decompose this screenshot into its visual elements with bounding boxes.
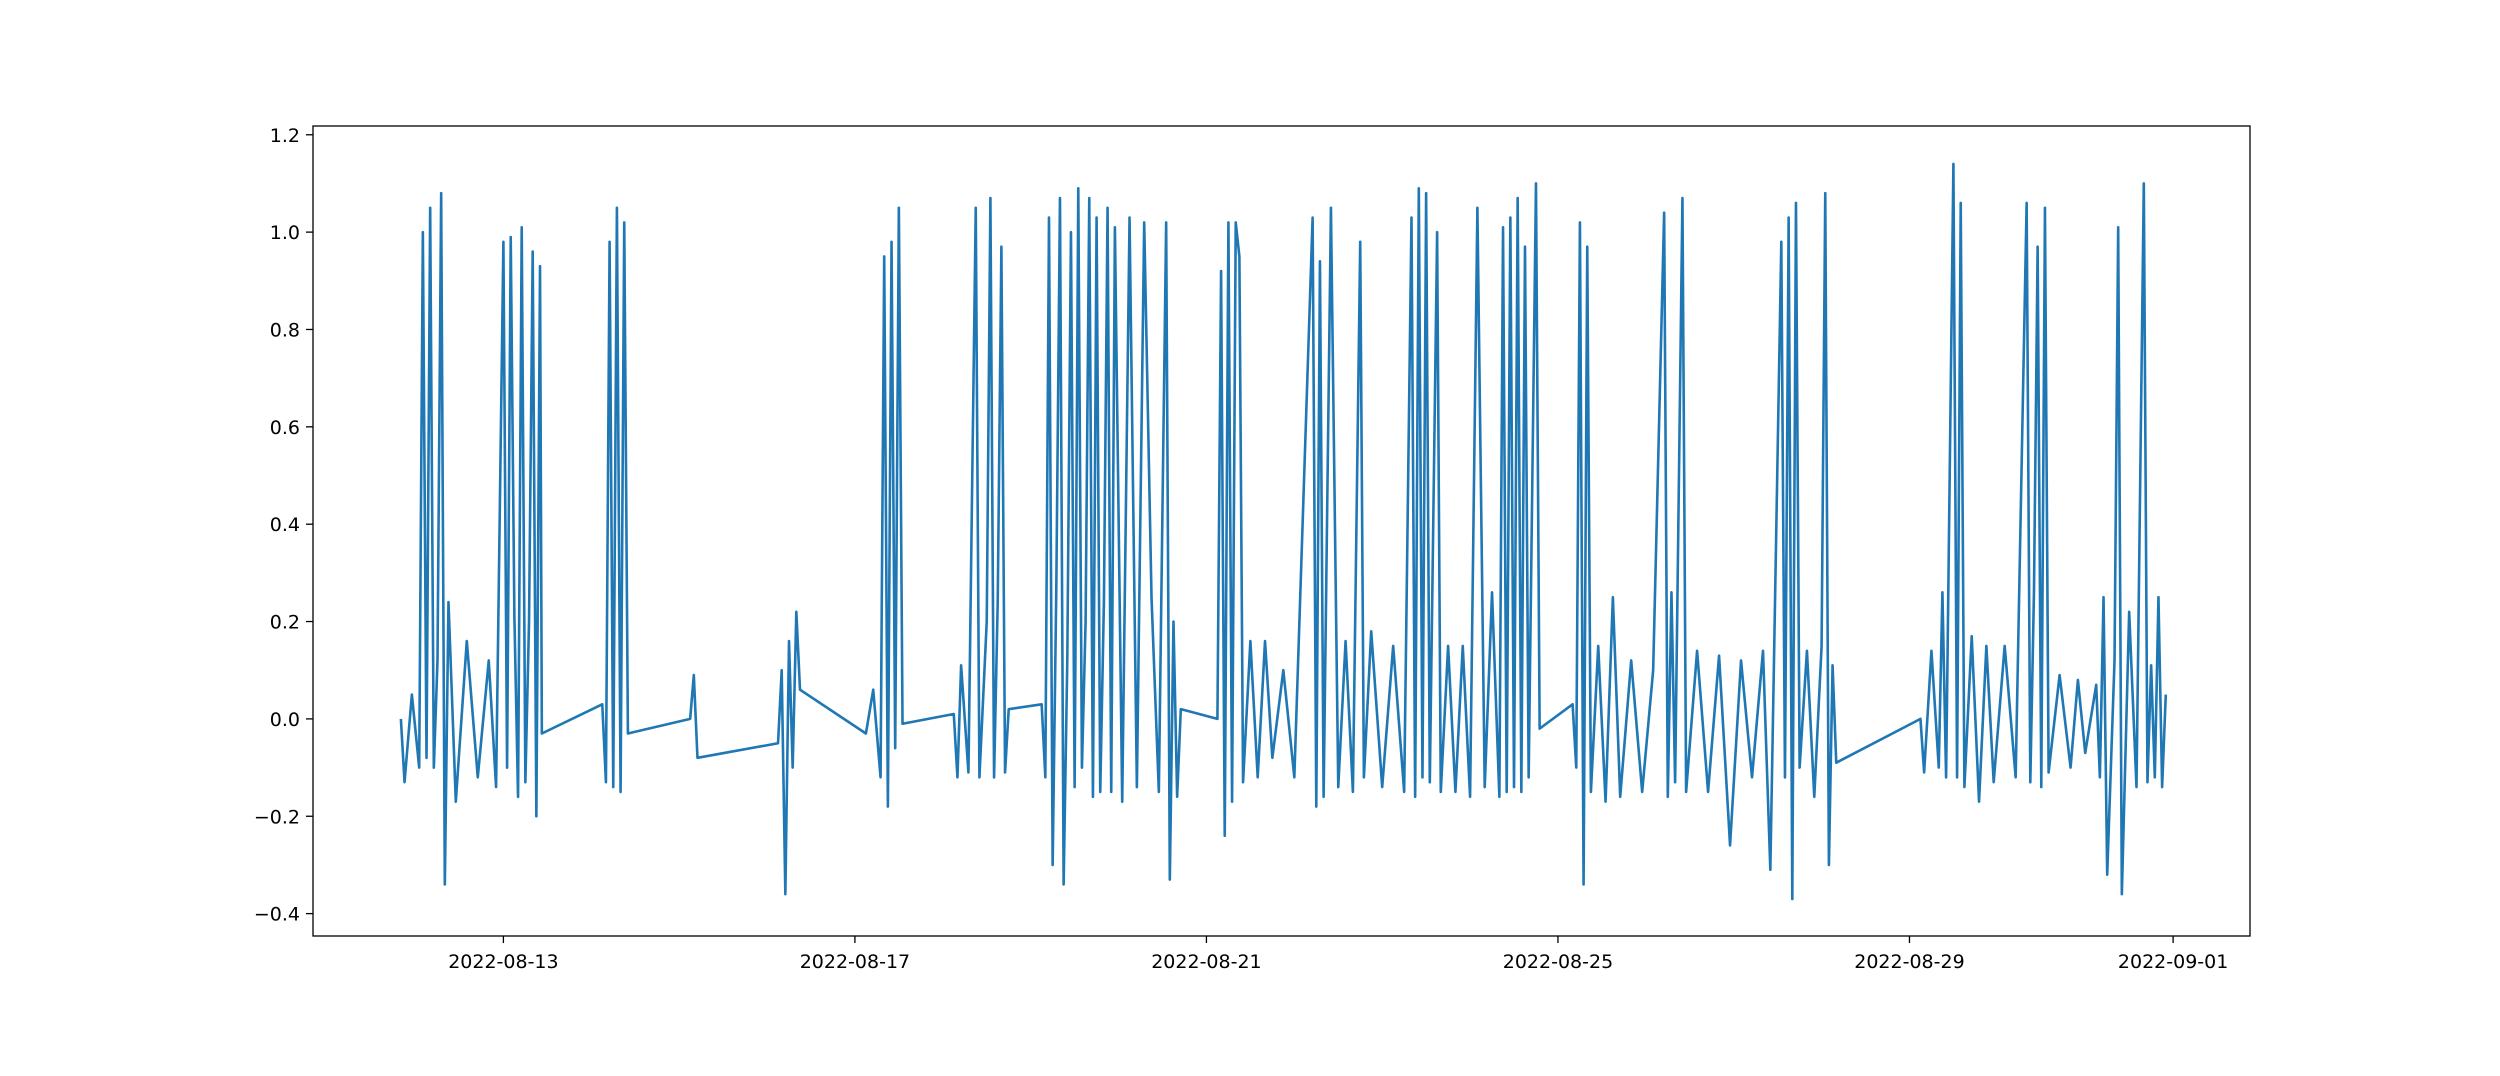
y-tick-label: 0.8 <box>270 319 300 341</box>
y-tick-label: 0.2 <box>270 612 300 634</box>
y-tick-label: 0.4 <box>270 514 300 536</box>
x-tick-label: 2022-09-01 <box>2118 951 2228 973</box>
y-tick-label: 1.0 <box>270 222 300 244</box>
y-tick-label: −0.4 <box>254 904 300 926</box>
x-tick-label: 2022-08-13 <box>448 951 558 973</box>
y-tick-label: 0.6 <box>270 417 300 439</box>
data-line <box>399 162 2168 901</box>
y-tick-label: −0.2 <box>254 806 300 828</box>
y-tick-label: 1.2 <box>270 125 300 147</box>
x-tick-label: 2022-08-17 <box>800 951 910 973</box>
y-tick-label: 0.0 <box>270 709 300 731</box>
x-tick-label: 2022-08-21 <box>1151 951 1261 973</box>
x-tick-label: 2022-08-29 <box>1854 951 1964 973</box>
plot-frame <box>312 125 2251 937</box>
x-tick-label: 2022-08-25 <box>1503 951 1613 973</box>
